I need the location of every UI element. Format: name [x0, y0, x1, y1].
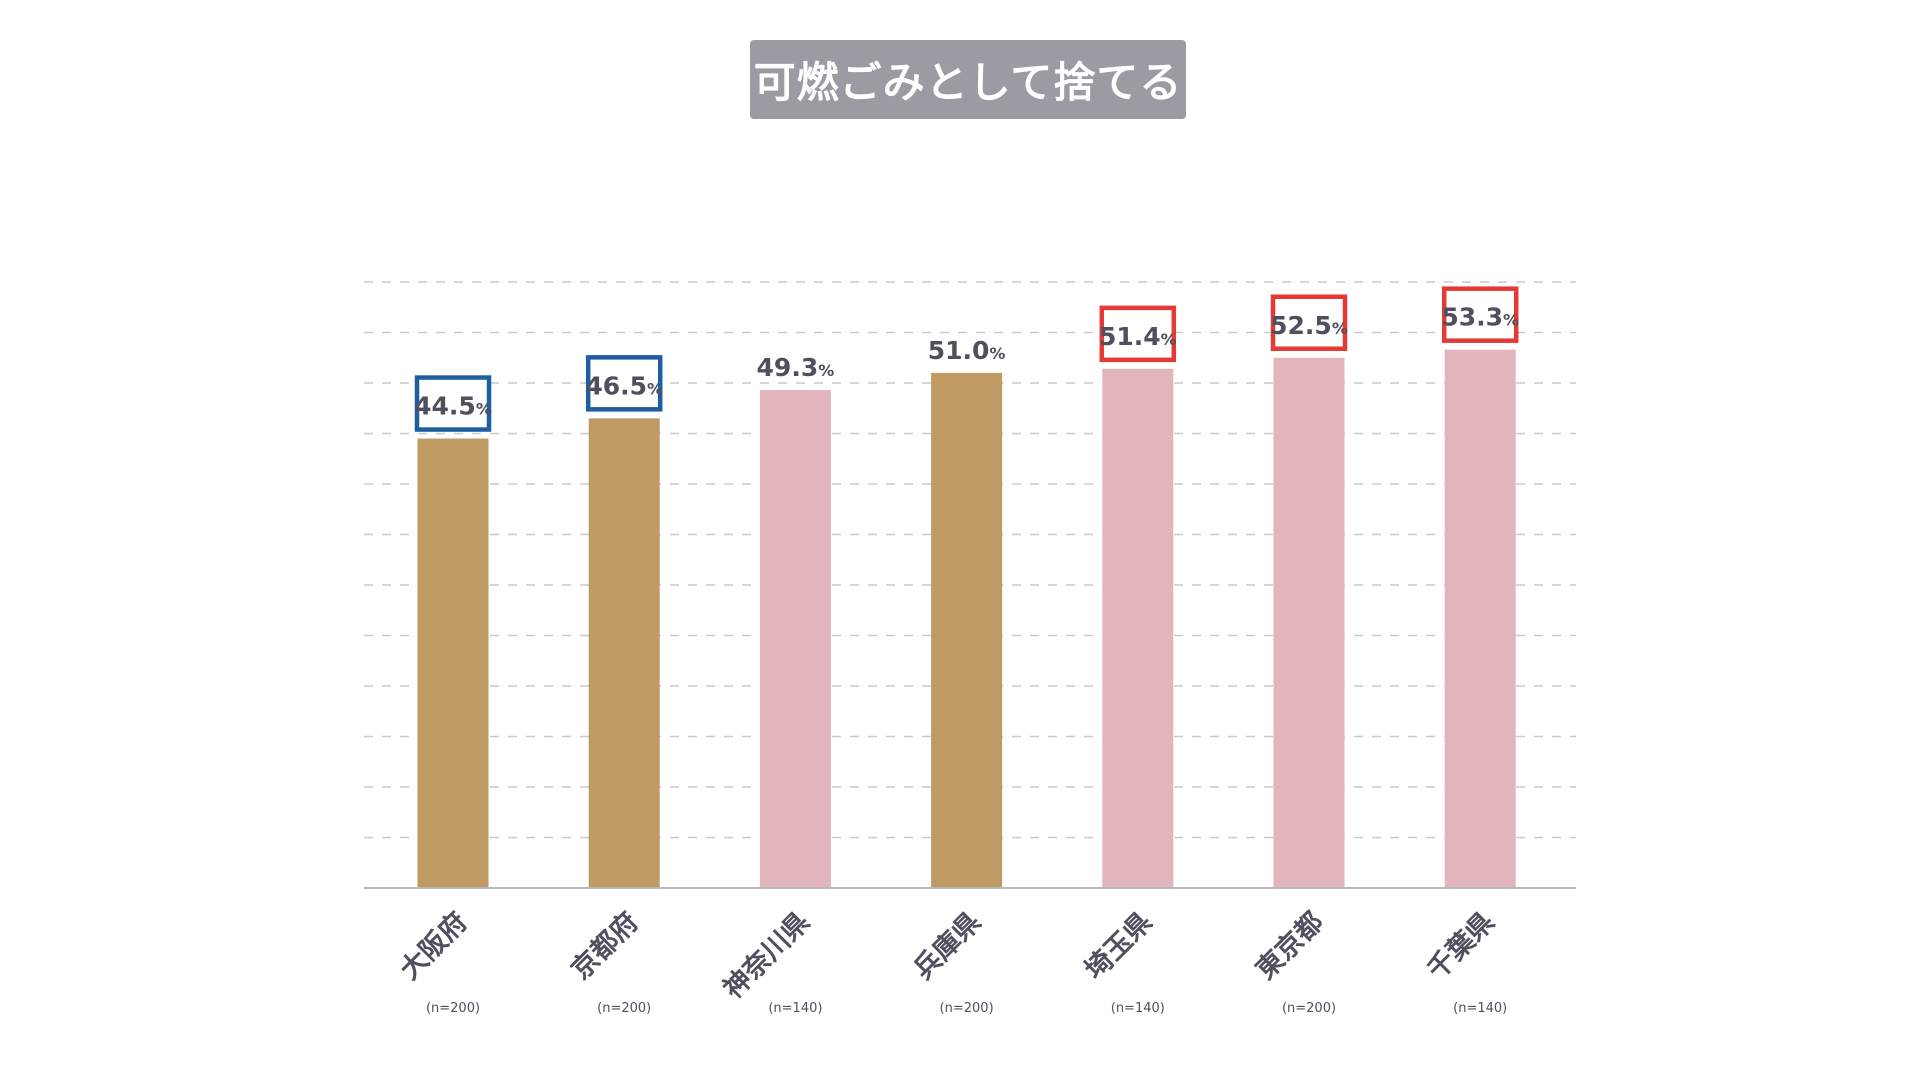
value-label: 53.3%	[1441, 303, 1519, 332]
category-labels: 大阪府(n=200)京都府(n=200)神奈川県(n=140)兵庫県(n=200…	[394, 906, 1508, 1016]
bar	[1444, 349, 1516, 888]
value-labels: 44.5%46.5%49.3%51.0%51.4% 52.5% 53.3%	[414, 286, 1519, 432]
sample-size-label: (n=200)	[940, 1001, 994, 1016]
bar	[931, 372, 1003, 888]
sample-size-label: (n=200)	[1282, 1001, 1336, 1016]
value-number: 51.4	[1099, 322, 1161, 351]
value-label: 51.4%	[1099, 322, 1177, 351]
value-number: 53.3	[1441, 303, 1503, 332]
category-label: 千葉県	[1422, 907, 1501, 986]
value-unit: %	[1161, 330, 1177, 349]
sample-size-label: (n=140)	[1453, 1001, 1507, 1016]
value-unit: %	[989, 344, 1005, 363]
bar	[1273, 357, 1345, 888]
bar	[588, 418, 660, 888]
category-label: 神奈川県	[718, 907, 816, 1005]
value-label: 46.5%	[585, 371, 663, 400]
category-label: 大阪府	[394, 906, 474, 986]
chart-title: 可燃ごみとして捨てる	[750, 40, 1186, 119]
gridlines	[364, 281, 1576, 839]
value-unit: %	[1503, 311, 1519, 330]
value-label: 51.0%	[928, 336, 1006, 365]
highlight-box	[585, 355, 663, 412]
sample-size-label: (n=200)	[426, 1001, 480, 1016]
value-number: 49.3	[757, 353, 819, 382]
bar	[759, 390, 831, 888]
highlight-box	[1270, 294, 1348, 351]
value-number: 44.5	[414, 392, 476, 421]
value-unit: %	[818, 361, 834, 380]
bar	[1102, 368, 1174, 888]
sample-size-label: (n=200)	[597, 1001, 651, 1016]
value-number: 52.5	[1270, 311, 1332, 340]
category-label: 京都府	[565, 906, 645, 986]
highlight-box	[1441, 286, 1519, 343]
value-label: 52.5%	[1270, 311, 1348, 340]
bars	[417, 349, 1516, 888]
value-label: 44.5%	[414, 392, 492, 421]
category-label: 東京都	[1250, 906, 1330, 986]
category-label: 兵庫県	[908, 907, 987, 986]
value-unit: %	[476, 400, 492, 419]
category-label: 埼玉県	[1079, 907, 1158, 986]
sample-size-label: (n=140)	[1111, 1001, 1165, 1016]
value-unit: %	[1332, 319, 1348, 338]
value-label: 49.3%	[757, 353, 835, 382]
value-number: 51.0	[928, 336, 990, 365]
bar	[417, 438, 489, 888]
value-unit: %	[647, 379, 663, 398]
highlight-box	[414, 375, 492, 432]
sample-size-label: (n=140)	[768, 1001, 822, 1016]
value-number: 46.5	[585, 371, 647, 400]
highlight-box	[1099, 305, 1177, 363]
